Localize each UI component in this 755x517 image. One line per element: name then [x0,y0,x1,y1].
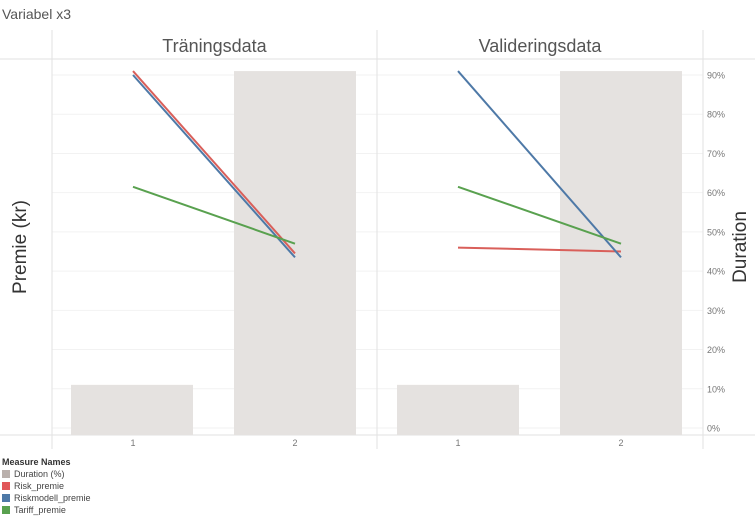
panel-title: Valideringsdata [479,36,603,56]
series-line [457,246,622,253]
y-tick-label: 50% [707,227,725,237]
y-tick-label: 60% [707,188,725,198]
series-line [457,185,622,245]
legend-label: Duration (%) [14,469,65,479]
page-title: Variabel x3 [2,6,72,22]
legend-label: Tariff_premie [14,505,66,515]
bar [71,384,193,435]
x-tick-label: 2 [292,438,297,448]
x-tick-label: 2 [618,438,623,448]
legend-swatch [2,506,10,514]
y-tick-label: 0% [707,424,720,434]
y-tick-label: 20% [707,345,725,355]
series-line [457,70,622,259]
y-tick-label: 70% [707,149,725,159]
legend-item: Riskmodell_premie [2,492,91,504]
bar [560,71,682,436]
y-tick-label: 10% [707,384,725,394]
legend-swatch [2,470,10,478]
series-line [132,70,296,255]
panel-title: Träningsdata [162,36,267,56]
y-tick-label: 80% [707,110,725,120]
y-tick-label: 40% [707,267,725,277]
series-line [132,185,296,245]
x-tick-label: 1 [130,438,135,448]
x-tick-label: 1 [455,438,460,448]
legend-item: Duration (%) [2,468,91,480]
y-axis-left-title: Premie (kr) [10,200,31,294]
legend-title: Measure Names [2,457,71,467]
bar [397,384,519,435]
legend-swatch [2,482,10,490]
legend-label: Riskmodell_premie [14,493,91,503]
legend: Measure Names Duration (%) Risk_premie Ris… [2,457,91,516]
legend-item: Risk_premie [2,480,91,492]
y-tick-label: 90% [707,71,725,81]
y-axis-right-title: Duration [730,211,751,283]
legend-swatch [2,494,10,502]
legend-label: Risk_premie [14,481,65,491]
y-tick-label: 30% [707,306,725,316]
series-line [132,74,296,259]
legend-item: Tariff_premie [2,504,91,516]
